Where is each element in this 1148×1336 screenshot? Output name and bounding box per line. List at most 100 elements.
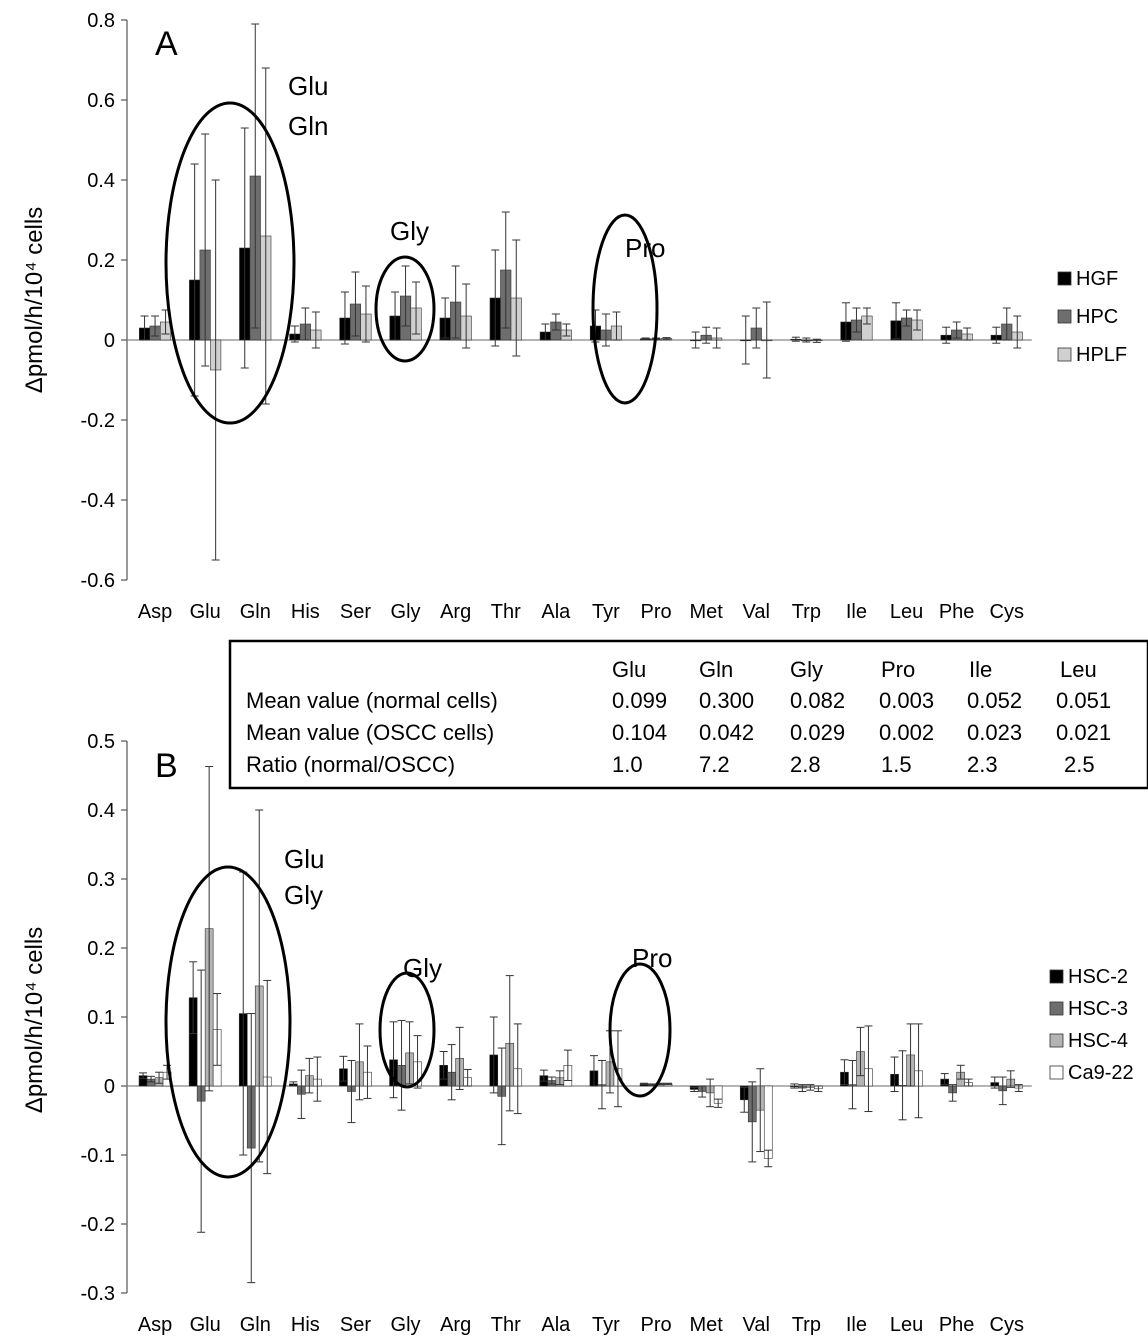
x-tick-label: Gly <box>391 1314 421 1336</box>
x-tick-label: Gly <box>391 601 421 623</box>
table-cell: 0.042 <box>699 720 754 745</box>
y-tick-label: 0.8 <box>87 10 115 32</box>
table-row-label: Mean value (normal cells) <box>246 688 498 713</box>
y-tick-label: -0.6 <box>81 570 115 592</box>
annotation-label: Glu <box>284 844 324 874</box>
y-tick-label: -0.4 <box>81 490 115 512</box>
y-tick-label: 0 <box>104 1076 115 1098</box>
x-tick-label: Ile <box>846 601 867 623</box>
annotation-label: Glu <box>288 71 328 101</box>
annotation-label: Pro <box>625 233 665 263</box>
x-tick-label: Thr <box>491 601 521 623</box>
legend-swatch <box>1049 1001 1064 1016</box>
table-col-header: Gln <box>699 657 733 682</box>
x-tick-label: Thr <box>491 1314 521 1336</box>
y-tick-label: 0.1 <box>87 1007 115 1029</box>
panel-label: B <box>155 747 178 785</box>
y-tick-label: 0.3 <box>87 869 115 891</box>
x-tick-label: Arg <box>440 601 471 623</box>
y-tick-label: 0.5 <box>87 731 115 753</box>
x-tick-label: Leu <box>890 601 923 623</box>
x-tick-label: Arg <box>440 1314 471 1336</box>
x-tick-label: Cys <box>990 1314 1024 1336</box>
table-cell: 2.3 <box>967 752 998 777</box>
highlight-ellipse <box>164 865 292 1179</box>
annotation-label: Gln <box>288 111 328 141</box>
legend-label: HSC-3 <box>1068 998 1128 1020</box>
y-tick-label: 0.2 <box>87 938 115 960</box>
table-cell: 1.5 <box>881 752 912 777</box>
legend-swatch <box>1049 1033 1064 1048</box>
table-cell: 0.099 <box>612 688 667 713</box>
table-cell: 0.029 <box>790 720 845 745</box>
highlight-ellipse <box>591 213 659 405</box>
x-tick-label: Gln <box>240 601 271 623</box>
legend-label: HSC-4 <box>1068 1030 1128 1052</box>
legend-label: HPLF <box>1076 344 1127 366</box>
legend-label: HSC-2 <box>1068 966 1128 988</box>
highlight-ellipse <box>164 101 296 425</box>
table-cell: 7.2 <box>699 752 730 777</box>
x-tick-label: Tyr <box>592 1314 620 1336</box>
x-tick-label: Met <box>689 1314 723 1336</box>
table-cell: 0.003 <box>879 688 934 713</box>
legend-swatch <box>1057 271 1072 286</box>
table-cell: 0.021 <box>1056 720 1111 745</box>
y-tick-label: 0.4 <box>87 800 115 822</box>
y-tick-label: 0.4 <box>87 170 115 192</box>
chart-panel-a: 0.8 0.6 0.4 0.2 0 -0.2 -0.4 -0.6 Asp Glu Gln His Ser… <box>21 10 1127 623</box>
x-tick-label: Glu <box>190 601 221 623</box>
legend-label: HGF <box>1076 268 1118 290</box>
x-tick-label: Met <box>689 601 723 623</box>
y-tick-label: -0.1 <box>81 1145 115 1167</box>
highlight-ellipse <box>378 971 436 1089</box>
legend-label: Ca9-22 <box>1068 1062 1134 1084</box>
summary-table: Glu Gln Gly Pro Ile Leu Mean value (norm… <box>228 639 1148 790</box>
x-tick-label: Phe <box>939 601 975 623</box>
legend-swatch <box>1049 1065 1064 1080</box>
x-tick-label: Glu <box>190 1314 221 1336</box>
table-col-header: Leu <box>1060 657 1097 682</box>
table-col-header: Glu <box>612 657 646 682</box>
highlight-ellipse <box>374 255 436 363</box>
table-cell: 0.051 <box>1056 688 1111 713</box>
table-col-header: Gly <box>790 657 823 682</box>
x-tick-label: Asp <box>138 1314 172 1336</box>
y-tick-label: -0.2 <box>81 410 115 432</box>
x-tick-label: His <box>291 601 320 623</box>
table-cell: 2.8 <box>790 752 821 777</box>
x-tick-label: Ser <box>340 601 371 623</box>
y-tick-label: -0.2 <box>81 1214 115 1236</box>
y-tick-label: -0.3 <box>81 1283 115 1305</box>
legend-swatch <box>1057 309 1072 324</box>
panel-label: A <box>155 25 178 63</box>
x-tick-label: Tyr <box>592 601 620 623</box>
x-tick-label: Leu <box>890 1314 923 1336</box>
legend-label: HPC <box>1076 306 1118 328</box>
x-tick-label: Pro <box>640 1314 671 1336</box>
legend-swatch <box>1057 347 1072 362</box>
table-cell: 0.082 <box>790 688 845 713</box>
bar <box>763 1085 773 1159</box>
table-col-header: Ile <box>969 657 992 682</box>
annotation-label: Gly <box>403 953 442 983</box>
x-tick-label: Cys <box>990 601 1024 623</box>
y-axis-title: Δpmol/h/10⁴ cells <box>21 927 48 1113</box>
table-cell: 0.052 <box>967 688 1022 713</box>
table-row-label: Mean value (OSCC cells) <box>246 720 494 745</box>
table-cell: 0.104 <box>612 720 667 745</box>
x-tick-label: Gln <box>240 1314 271 1336</box>
annotation-label: Pro <box>632 943 672 973</box>
x-tick-label: Ser <box>340 1314 371 1336</box>
table-cell: 1.0 <box>612 752 643 777</box>
x-tick-label: Asp <box>138 601 172 623</box>
x-tick-label: Ala <box>541 1314 571 1336</box>
x-tick-label: Ile <box>846 1314 867 1336</box>
y-tick-label: 0.6 <box>87 90 115 112</box>
table-cell: 0.300 <box>699 688 754 713</box>
x-tick-label: Val <box>743 1314 770 1336</box>
x-tick-label: Val <box>743 601 770 623</box>
table-col-header: Pro <box>881 657 915 682</box>
legend-swatch <box>1049 969 1064 984</box>
